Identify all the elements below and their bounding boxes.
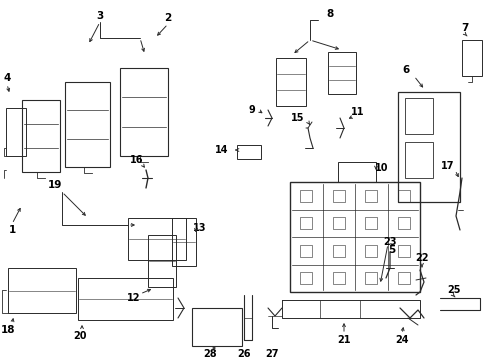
Text: 7: 7: [460, 23, 468, 33]
Bar: [172, 218, 196, 266]
Bar: [148, 235, 176, 287]
Text: 1: 1: [8, 225, 16, 235]
Text: 17: 17: [440, 161, 454, 171]
Bar: [8, 268, 76, 313]
Bar: [365, 217, 376, 229]
Bar: [22, 100, 60, 172]
Text: 12: 12: [127, 293, 141, 303]
Bar: [300, 217, 312, 229]
Bar: [289, 182, 419, 292]
Bar: [461, 40, 481, 76]
Bar: [365, 272, 376, 284]
Text: 27: 27: [264, 349, 278, 359]
Bar: [332, 272, 344, 284]
Bar: [332, 245, 344, 257]
Bar: [332, 217, 344, 229]
Bar: [332, 190, 344, 202]
Bar: [365, 190, 376, 202]
Text: 9: 9: [248, 105, 255, 115]
Bar: [120, 68, 168, 156]
Text: 11: 11: [350, 107, 364, 117]
Bar: [237, 145, 261, 159]
Text: 4: 4: [3, 73, 11, 83]
Text: 6: 6: [402, 65, 409, 75]
Text: 10: 10: [374, 163, 388, 173]
Text: 19: 19: [48, 180, 62, 190]
Text: 5: 5: [387, 245, 395, 255]
Text: 28: 28: [203, 349, 216, 359]
Text: 13: 13: [193, 223, 206, 233]
Text: 2: 2: [164, 13, 171, 23]
Bar: [404, 142, 432, 178]
Bar: [300, 245, 312, 257]
Bar: [327, 52, 355, 94]
Text: 15: 15: [291, 113, 304, 123]
Bar: [65, 82, 110, 167]
Bar: [337, 162, 375, 182]
Bar: [6, 108, 26, 156]
Text: 20: 20: [73, 331, 86, 341]
Bar: [78, 278, 173, 320]
Bar: [192, 308, 242, 346]
Text: 3: 3: [96, 11, 103, 21]
Bar: [397, 190, 409, 202]
Text: 14: 14: [215, 145, 228, 155]
Bar: [275, 58, 305, 106]
Text: 24: 24: [394, 335, 408, 345]
Text: 23: 23: [383, 237, 396, 247]
Text: 22: 22: [414, 253, 428, 263]
Text: 25: 25: [447, 285, 460, 295]
Bar: [300, 272, 312, 284]
Bar: [404, 98, 432, 134]
Bar: [397, 217, 409, 229]
Bar: [128, 218, 185, 260]
Bar: [365, 245, 376, 257]
Text: 21: 21: [337, 335, 350, 345]
Text: 18: 18: [1, 325, 15, 335]
Bar: [397, 272, 409, 284]
Text: 26: 26: [237, 349, 250, 359]
Text: 16: 16: [130, 155, 143, 165]
Text: 8: 8: [325, 9, 333, 19]
Bar: [300, 190, 312, 202]
Bar: [397, 245, 409, 257]
Bar: [397, 92, 459, 202]
